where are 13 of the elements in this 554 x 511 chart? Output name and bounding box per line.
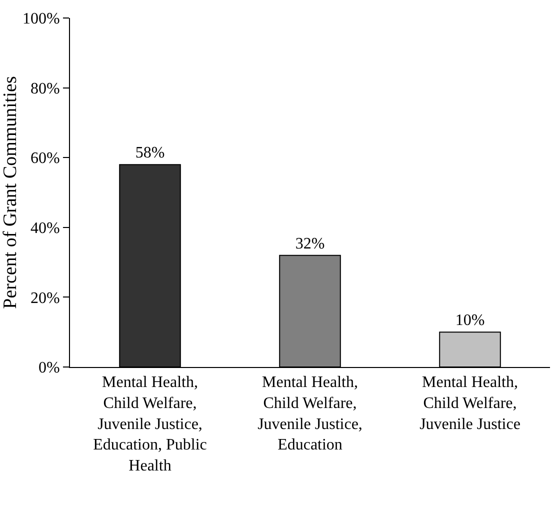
y-tick-label: 40% — [30, 220, 60, 237]
data-label: 10% — [455, 312, 485, 330]
x-tick-label: Mental Health, Child Welfare, Juvenile Justice, Education, Public Health — [93, 374, 207, 474]
y-tick-label: 20% — [30, 290, 60, 307]
y-axis-title: Percent of Grant Communities — [0, 76, 21, 309]
y-tick-label: 80% — [30, 80, 60, 98]
data-label: 58% — [135, 144, 165, 162]
data-label: 32% — [295, 235, 325, 252]
x-tick-label: Mental Health, Child Welfare, Juvenile Justice — [420, 374, 520, 433]
y-tick-label: 100% — [22, 10, 60, 28]
x-tick-label: Mental Health, Child Welfare, Juvenile Justice, Education — [258, 374, 362, 454]
y-tick-label: 60% — [30, 150, 60, 168]
y-tick-label: 0% — [38, 360, 60, 377]
